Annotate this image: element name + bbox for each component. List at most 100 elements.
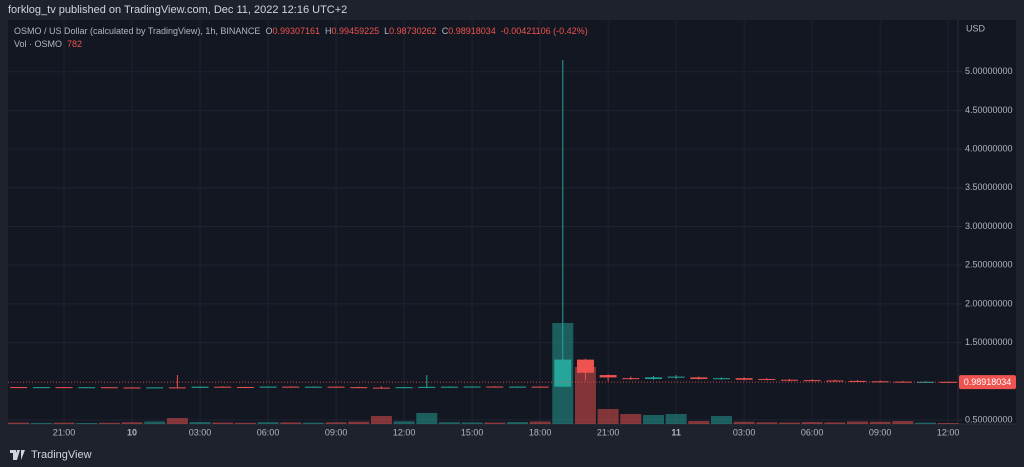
volume-bar	[302, 422, 324, 424]
volume-bar	[30, 422, 52, 424]
candle-body	[214, 386, 232, 388]
volume-bar	[393, 421, 415, 424]
logo	[10, 450, 25, 460]
volume-bar	[370, 416, 392, 424]
candle-body	[100, 387, 118, 389]
x-tick-label: 12:00	[393, 427, 416, 437]
volume-bar	[937, 423, 959, 424]
candle-body	[599, 375, 617, 378]
chart-background	[8, 20, 1016, 424]
x-tick-label: 09:00	[869, 427, 892, 437]
ohlc-label: O	[265, 26, 273, 36]
volume-bar	[325, 422, 347, 424]
candle-body	[826, 380, 844, 382]
volume-bar	[53, 422, 75, 424]
volume-bar	[121, 422, 143, 424]
candle-body	[55, 387, 73, 389]
candle-body	[191, 386, 209, 388]
x-tick-label: 10	[127, 427, 137, 437]
x-tick-label: 09:00	[325, 427, 348, 437]
candle-body	[395, 387, 413, 389]
candle-body	[418, 386, 436, 388]
legend-row: OSMO / US Dollar (calculated by TradingV…	[14, 25, 588, 38]
candle-body	[780, 379, 798, 381]
legend: OSMO / US Dollar (calculated by TradingV…	[14, 25, 588, 51]
candle-body	[712, 378, 730, 380]
volume-bar	[98, 422, 120, 424]
volume-bar	[461, 422, 483, 424]
x-tick-label: 15:00	[461, 427, 484, 437]
candle-body	[78, 387, 96, 389]
candle-body	[463, 386, 481, 388]
ohlc-label: L	[384, 26, 390, 36]
y-tick-label: 4.00000000	[965, 143, 1013, 153]
volume-bar	[665, 414, 687, 424]
candle-body	[440, 386, 458, 388]
x-tick-label: 06:00	[257, 427, 280, 437]
candle-body	[803, 380, 821, 382]
candle-body	[531, 386, 549, 388]
legend-row: Vol · OSMO 782	[14, 38, 588, 51]
symbol-title: OSMO / US Dollar (calculated by TradingV…	[14, 26, 261, 36]
candle-body	[576, 359, 594, 373]
candle-body	[622, 378, 640, 380]
x-tick-label: 21:00	[53, 427, 76, 437]
y-tick-label: 0.50000000	[965, 414, 1013, 424]
volume-bar	[892, 421, 914, 424]
volume-bar	[438, 422, 460, 424]
volume-bar	[710, 416, 732, 424]
candle-body	[690, 377, 708, 379]
y-tick-label: 1.50000000	[965, 337, 1013, 347]
y-tick-label: 4.50000000	[965, 105, 1013, 115]
volume-bar	[915, 422, 936, 424]
volume-name: Vol · OSMO	[14, 39, 63, 49]
publisher-line: forklog_tv published on TradingView.com,…	[8, 4, 348, 16]
volume-bar	[824, 422, 846, 424]
candle-body	[123, 387, 141, 389]
volume-bar	[506, 422, 528, 424]
x-tick-label: 12:00	[937, 427, 960, 437]
y-tick-label: 3.00000000	[965, 221, 1013, 231]
volume-bar	[8, 422, 30, 424]
price-label-box	[959, 375, 1016, 390]
ohlc-value: 0.99459225	[331, 26, 380, 36]
x-tick-label: 11	[671, 427, 681, 437]
x-tick-label: 03:00	[733, 427, 756, 437]
y-tick-label: 2.00000000	[965, 298, 1013, 308]
volume-bar	[280, 422, 302, 424]
candle-body	[236, 387, 254, 389]
volume-bar	[869, 421, 891, 424]
candle-body	[735, 378, 753, 380]
candle-body	[282, 386, 300, 388]
x-tick-label: 03:00	[189, 427, 212, 437]
ohlc-value: 0.98918034	[448, 26, 496, 36]
candle-body	[168, 387, 186, 389]
grid	[8, 20, 958, 424]
volume-bar	[620, 414, 642, 424]
y-tick-label: 5.00000000	[965, 66, 1013, 76]
candle-body	[32, 387, 50, 389]
candle-body	[917, 381, 934, 383]
candle-body	[554, 359, 572, 387]
ohlc-label: H	[325, 26, 332, 36]
change-value: -0.00421106 (-0.42%)	[500, 26, 588, 36]
volume-bar	[597, 409, 619, 424]
candle-body	[758, 378, 776, 380]
volume-bar	[733, 421, 755, 424]
candle-body	[259, 386, 277, 388]
volume-bar	[642, 415, 664, 424]
candle-body	[871, 381, 889, 383]
x-tick-label: 18:00	[529, 427, 552, 437]
volume-bar	[76, 423, 98, 424]
volume-bar	[212, 422, 234, 424]
candle-body	[667, 376, 685, 378]
footer-brand: TradingView	[31, 449, 92, 461]
ohlc-label: C	[441, 26, 449, 36]
volume-value: 782	[67, 39, 83, 49]
x-tick-label: 06:00	[801, 427, 824, 437]
volume-bar	[257, 422, 279, 424]
candle-body	[372, 387, 390, 389]
ohlc-value: 0.98730262	[389, 26, 437, 36]
